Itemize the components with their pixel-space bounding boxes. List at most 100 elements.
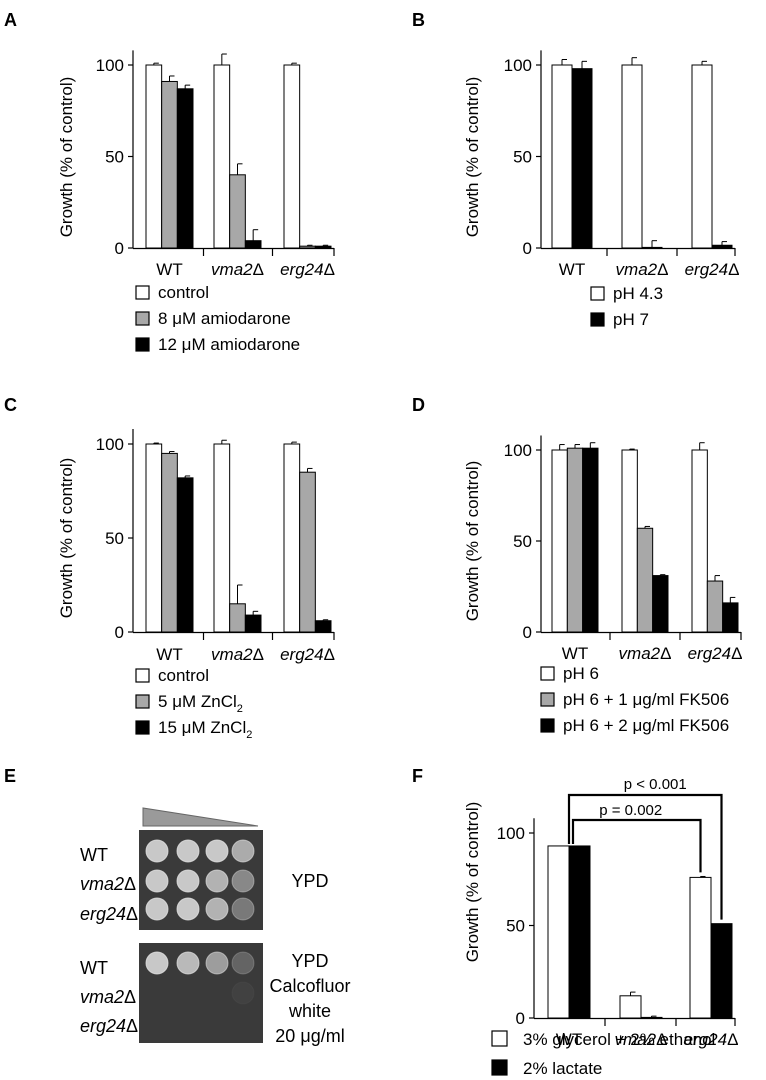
panel-letter-e: E [4, 766, 16, 786]
text-part: Δ [124, 987, 136, 1007]
text-part: 15 [158, 718, 182, 737]
bar-b-0-0 [551, 64, 573, 249]
y-axis-label: Growth (% of control) [57, 458, 76, 619]
y-tick-label: 100 [504, 56, 532, 75]
bar-d-1-2 [652, 575, 669, 633]
strain-label: vma2Δ [80, 874, 136, 894]
bar-c-2-1 [299, 471, 316, 633]
colony-spot [145, 839, 169, 863]
text-part: erg24 [280, 645, 323, 664]
legend-label: 5 μM ZnCl2 [158, 692, 243, 715]
x-category-label: WT [556, 1030, 582, 1049]
text-part: vma2 [211, 645, 253, 664]
colony-spot [145, 869, 169, 893]
colony-spot [231, 839, 255, 863]
text-part: M amiodarone [182, 309, 291, 328]
legend-swatch [590, 286, 605, 301]
text-part: 20 [275, 1026, 300, 1046]
legend-swatch [135, 337, 150, 352]
legend-swatch [135, 720, 150, 735]
bar-d-0-0 [551, 449, 568, 633]
y-axis-label: Growth (% of control) [463, 802, 482, 963]
text-part: WT [80, 845, 108, 865]
text-part: Δ [656, 1030, 667, 1049]
bar-f-2-1 [710, 923, 733, 1019]
condition-label: YPD [291, 871, 328, 891]
bar-a-0-0 [145, 64, 163, 249]
text-part: pH 6 + 1 [563, 690, 632, 709]
bar-d-2-0 [691, 449, 708, 633]
legend-label: pH 6 [563, 664, 599, 683]
text-part: Δ [253, 645, 264, 664]
bar-c-1-0 [213, 443, 231, 633]
bar-f-1-0 [619, 995, 642, 1019]
legend-label: pH 7 [613, 310, 649, 329]
text-part: 5 [158, 692, 172, 711]
bar-b-2-1 [711, 244, 733, 249]
legend-swatch [590, 312, 605, 327]
x-category-label: vma2Δ [619, 644, 672, 663]
panel-letter-b: B [412, 10, 425, 30]
text-part: vma2 [80, 987, 124, 1007]
text-part: WT [556, 1030, 582, 1049]
bar-d-1-1 [636, 527, 654, 633]
panel-letter-a: A [4, 10, 17, 30]
y-tick-label: 50 [506, 917, 525, 936]
x-category-label: WT [562, 644, 588, 663]
x-category-label: erg24Δ [685, 260, 740, 279]
text-part: 2% lactate [523, 1059, 602, 1078]
bar-c-0-2 [176, 477, 194, 633]
bar-b-1-0 [621, 64, 643, 249]
y-tick-label: 0 [115, 239, 124, 258]
colony-spot [205, 839, 229, 863]
y-tick-label: 100 [497, 824, 525, 843]
text-part: WT [156, 260, 182, 279]
bar-c-2-2 [314, 620, 332, 633]
text-part: g/ml FK506 [642, 690, 729, 709]
text-part: WT [559, 260, 585, 279]
y-tick-label: 100 [96, 56, 124, 75]
text-part: erg24 [80, 904, 126, 924]
text-part: WT [562, 644, 588, 663]
colony-spot [176, 951, 200, 975]
y-tick-label: 0 [523, 623, 532, 642]
legend-label: pH 6 + 2 μg/ml FK506 [563, 716, 729, 735]
y-tick-label: 100 [96, 435, 124, 454]
text-part: vma2 [616, 260, 658, 279]
text-part: μ [172, 692, 182, 711]
y-axis-label: Growth (% of control) [463, 461, 482, 622]
bar-c-0-1 [161, 452, 178, 633]
text-part: erg24 [684, 1030, 727, 1049]
x-category-label: erg24Δ [280, 645, 335, 664]
x-category-label: erg24Δ [280, 260, 335, 279]
bar-d-2-1 [706, 580, 724, 633]
text-part: Δ [126, 1016, 138, 1036]
bar-a-2-2 [314, 245, 332, 249]
bar-d-1-0 [621, 449, 638, 633]
bar-c-1-1 [229, 603, 246, 633]
condition-label: Calcofluor [269, 976, 350, 996]
legend-label: 12 μM amiodarone [158, 335, 300, 354]
text-part: μ [182, 718, 192, 737]
y-tick-label: 0 [516, 1009, 525, 1028]
strain-label: vma2Δ [80, 987, 136, 1007]
x-category-label: vma2Δ [211, 260, 264, 279]
bar-a-2-0 [283, 64, 301, 249]
legend-label: 15 μM ZnCl2 [158, 718, 252, 741]
text-part: M ZnCl [182, 692, 237, 711]
y-tick-label: 50 [513, 532, 532, 551]
bar-b-0-1 [571, 68, 593, 249]
text-part: μ [172, 309, 182, 328]
legend-swatch [540, 666, 555, 681]
text-part: Δ [126, 904, 138, 924]
bar-a-2-1 [299, 245, 316, 249]
bar-c-2-0 [283, 443, 301, 633]
legend-swatch [491, 1059, 508, 1076]
text-part: Δ [660, 644, 671, 663]
bar-f-0-1 [568, 845, 591, 1019]
colony-spot [231, 897, 255, 921]
legend-swatch [540, 692, 555, 707]
